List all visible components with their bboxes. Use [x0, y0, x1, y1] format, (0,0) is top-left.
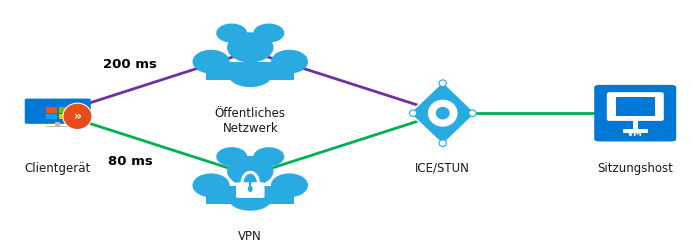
- Polygon shape: [249, 181, 252, 183]
- Ellipse shape: [410, 110, 416, 116]
- Text: Öffentliches
Netzwerk: Öffentliches Netzwerk: [215, 107, 286, 135]
- Ellipse shape: [468, 110, 476, 116]
- Bar: [46, 107, 57, 113]
- Ellipse shape: [439, 140, 446, 147]
- Ellipse shape: [216, 147, 247, 166]
- Text: ICE/STUN: ICE/STUN: [415, 162, 470, 175]
- Text: Sitzungshost: Sitzungshost: [597, 162, 673, 175]
- Ellipse shape: [254, 147, 284, 166]
- Ellipse shape: [271, 50, 308, 74]
- Ellipse shape: [227, 32, 274, 62]
- Text: 200 ms: 200 ms: [103, 58, 157, 71]
- Ellipse shape: [227, 156, 274, 186]
- Bar: [633, 120, 638, 129]
- Ellipse shape: [63, 103, 92, 130]
- Bar: [46, 126, 70, 127]
- Ellipse shape: [248, 186, 253, 192]
- Bar: [58, 107, 70, 113]
- FancyBboxPatch shape: [26, 99, 90, 123]
- Ellipse shape: [229, 187, 272, 211]
- Bar: [622, 129, 648, 133]
- Text: VPN: VPN: [238, 230, 262, 243]
- Bar: [207, 62, 294, 80]
- Polygon shape: [410, 82, 475, 145]
- Text: Clientgerät: Clientgerät: [25, 162, 91, 175]
- Ellipse shape: [193, 50, 229, 74]
- Ellipse shape: [229, 63, 272, 87]
- Ellipse shape: [216, 24, 247, 43]
- Ellipse shape: [271, 173, 308, 197]
- Ellipse shape: [436, 107, 450, 120]
- Ellipse shape: [193, 173, 229, 197]
- Ellipse shape: [428, 100, 457, 127]
- FancyBboxPatch shape: [595, 86, 676, 141]
- Bar: [207, 186, 294, 204]
- Bar: [55, 122, 60, 126]
- Text: 80 ms: 80 ms: [107, 155, 152, 168]
- Bar: [58, 114, 70, 119]
- Ellipse shape: [439, 80, 446, 86]
- Text: VM: VM: [627, 129, 643, 138]
- Ellipse shape: [254, 24, 284, 43]
- FancyBboxPatch shape: [236, 182, 265, 198]
- FancyBboxPatch shape: [607, 93, 663, 121]
- Bar: [615, 97, 655, 116]
- Bar: [46, 114, 57, 119]
- Text: »: »: [73, 110, 82, 123]
